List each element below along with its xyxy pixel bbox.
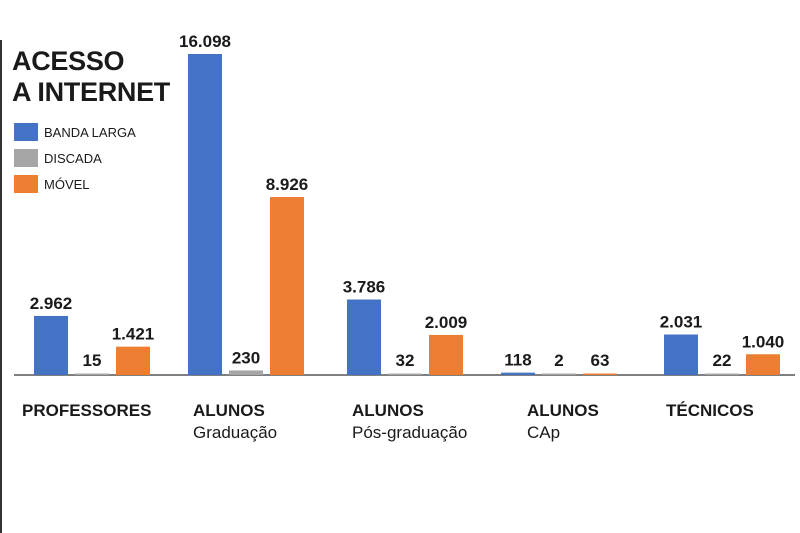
legend-swatch-banda-larga bbox=[14, 123, 38, 141]
left-border-rule bbox=[0, 40, 2, 533]
bar-banda-larga-tecnicos bbox=[664, 334, 698, 375]
category-label-sub: CAp bbox=[527, 423, 561, 442]
category-label-sub: Graduação bbox=[193, 423, 278, 442]
bar-banda-larga-professores bbox=[34, 315, 68, 375]
data-label-banda-larga-tecnicos: 2.031 bbox=[660, 313, 703, 332]
bar-discada-alunos-graduacao bbox=[229, 370, 263, 375]
legend-item-movel: MÓVEL bbox=[14, 171, 136, 197]
data-label-discada-professores: 15 bbox=[83, 351, 102, 370]
bar-movel-alunos-pos-graduacao bbox=[429, 334, 463, 375]
category-label-main: ALUNOS bbox=[527, 401, 599, 420]
category-label-alunos-graduacao: ALUNOS Graduação bbox=[193, 400, 277, 444]
legend-label-discada: DISCADA bbox=[44, 150, 102, 166]
category-label-sub: Pós-graduação bbox=[352, 423, 468, 442]
data-label-banda-larga-alunos-cap: 118 bbox=[504, 351, 531, 370]
bar-discada-tecnicos bbox=[705, 373, 739, 375]
category-label-alunos-pos-graduacao: ALUNOS Pós-graduação bbox=[352, 400, 467, 444]
legend-item-banda-larga: BANDA LARGA bbox=[14, 119, 136, 145]
data-label-banda-larga-alunos-pos-graduacao: 3.786 bbox=[343, 278, 386, 297]
chart-title: ACESSO A INTERNET bbox=[12, 46, 170, 108]
legend-swatch-discada bbox=[14, 149, 38, 167]
data-label-movel-tecnicos: 1.040 bbox=[742, 332, 785, 351]
legend-swatch-movel bbox=[14, 175, 38, 193]
category-label-main: ALUNOS bbox=[193, 401, 265, 420]
bar-discada-professores bbox=[75, 373, 109, 375]
category-label-main: TÉCNICOS bbox=[666, 401, 754, 420]
data-label-discada-tecnicos: 22 bbox=[713, 351, 732, 370]
category-label-main: PROFESSORES bbox=[22, 401, 152, 420]
legend-item-discada: DISCADA bbox=[14, 145, 136, 171]
bar-discada-alunos-cap bbox=[542, 373, 576, 375]
bar-banda-larga-alunos-pos-graduacao bbox=[347, 299, 381, 375]
bar-movel-tecnicos bbox=[746, 354, 780, 375]
data-label-movel-alunos-graduacao: 8.926 bbox=[266, 175, 309, 194]
data-label-banda-larga-professores: 2.962 bbox=[30, 294, 73, 313]
category-label-professores: PROFESSORES bbox=[22, 400, 151, 422]
chart-title-line-2: A INTERNET bbox=[12, 77, 170, 107]
bar-movel-alunos-cap bbox=[583, 373, 617, 375]
bar-banda-larga-alunos-graduacao bbox=[188, 54, 222, 375]
bar-banda-larga-alunos-cap bbox=[501, 372, 535, 375]
data-label-discada-alunos-cap: 2 bbox=[554, 351, 563, 370]
bar-discada-alunos-pos-graduacao bbox=[388, 373, 422, 375]
category-label-main: ALUNOS bbox=[352, 401, 424, 420]
bar-movel-alunos-graduacao bbox=[270, 197, 304, 375]
data-label-banda-larga-alunos-graduacao: 16.098 bbox=[179, 32, 231, 51]
data-label-discada-alunos-graduacao: 230 bbox=[232, 348, 260, 367]
data-label-movel-professores: 1.421 bbox=[112, 325, 155, 344]
category-label-tecnicos: TÉCNICOS bbox=[666, 400, 754, 422]
data-label-movel-alunos-cap: 63 bbox=[591, 351, 610, 370]
legend-label-movel: MÓVEL bbox=[44, 176, 90, 192]
bar-movel-professores bbox=[116, 346, 150, 375]
category-label-alunos-cap: ALUNOS CAp bbox=[527, 400, 599, 444]
chart-title-line-1: ACESSO bbox=[12, 46, 125, 76]
data-label-discada-alunos-pos-graduacao: 32 bbox=[396, 351, 415, 370]
legend-label-banda-larga: BANDA LARGA bbox=[44, 124, 136, 140]
data-label-movel-alunos-pos-graduacao: 2.009 bbox=[425, 313, 468, 332]
legend: BANDA LARGA DISCADA MÓVEL bbox=[14, 119, 136, 197]
